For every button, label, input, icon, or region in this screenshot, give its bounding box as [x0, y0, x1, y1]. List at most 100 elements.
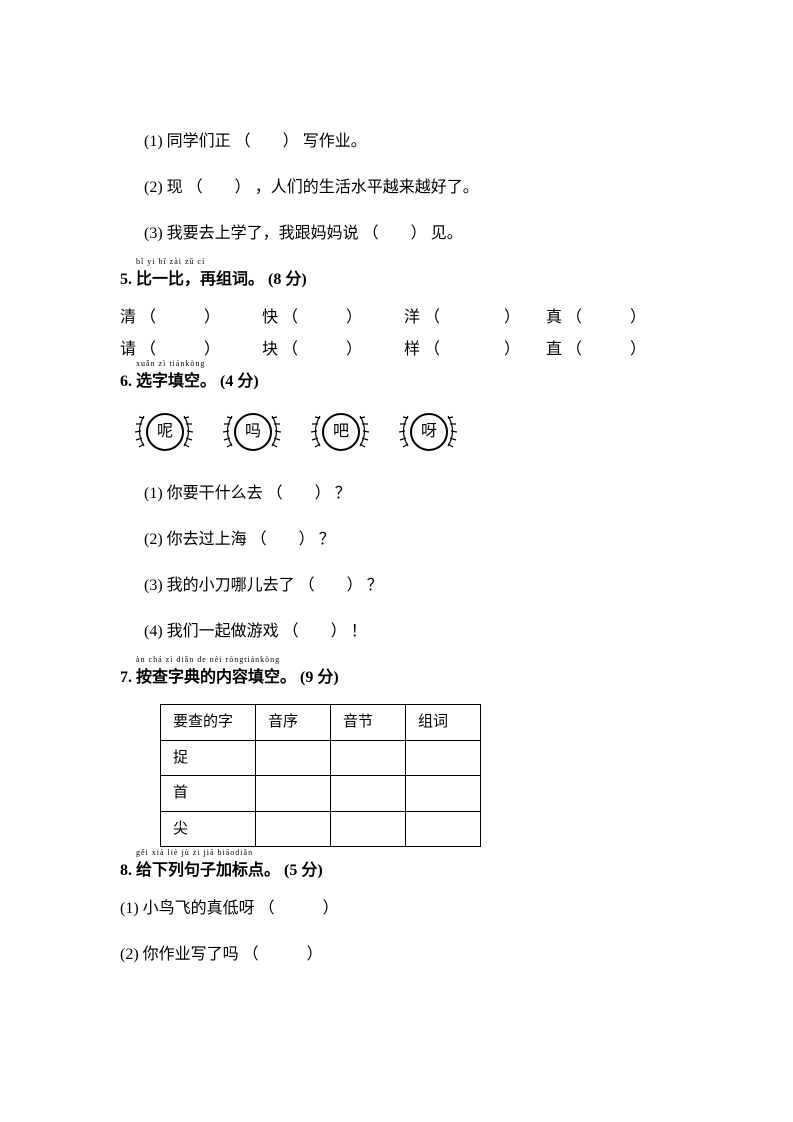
- table-row: 首: [161, 776, 481, 812]
- lookup-char: 捉: [161, 740, 256, 776]
- char: 直: [546, 341, 562, 358]
- question-number: 7.: [120, 669, 132, 686]
- item-num: (3): [144, 577, 163, 594]
- question-number: 6.: [120, 373, 132, 390]
- item-text: 你要干什么去: [167, 485, 263, 502]
- answer-blank[interactable]: （ ）: [424, 341, 520, 358]
- lookup-char: 首: [161, 776, 256, 812]
- answer-cell[interactable]: [406, 776, 481, 812]
- answer-cell[interactable]: [256, 811, 331, 847]
- question-number: 8.: [120, 862, 132, 879]
- compare-cell: 直 （ ）: [546, 338, 688, 362]
- item-num: (2): [144, 531, 163, 548]
- answer-blank[interactable]: （ ）: [259, 900, 339, 917]
- points: (9 分): [300, 669, 339, 686]
- item-text: 我们一起做游戏: [167, 623, 279, 640]
- item-num: (4): [144, 623, 163, 640]
- choice-badge: 呀: [396, 408, 460, 454]
- answer-cell[interactable]: [331, 776, 406, 812]
- choice-char: 呢: [146, 413, 184, 451]
- q8-item: (1) 小鸟飞的真低呀 （ ）: [120, 897, 688, 921]
- points: (8 分): [268, 271, 307, 288]
- answer-blank[interactable]: （ ）: [363, 222, 427, 246]
- q6-item: (3) 我的小刀哪儿去了 （ ） ？: [144, 574, 688, 598]
- answer-blank[interactable]: （ ）: [140, 341, 220, 358]
- compare-cell: 块 （ ）: [262, 338, 404, 362]
- item-num: (1): [120, 900, 139, 917]
- question-number: 5.: [120, 271, 132, 288]
- table-header: 音节: [331, 705, 406, 741]
- char: 真: [546, 309, 562, 326]
- answer-blank[interactable]: （ ）: [235, 130, 299, 154]
- pinyin: xuǎn zì tiánkòng: [136, 358, 205, 370]
- table-header: 要查的字: [161, 705, 256, 741]
- answer-blank[interactable]: （ ）: [187, 176, 251, 200]
- answer-cell[interactable]: [331, 740, 406, 776]
- answer-blank[interactable]: （ ）: [267, 485, 331, 502]
- answer-blank[interactable]: （ ）: [566, 341, 646, 358]
- table-row: 捉: [161, 740, 481, 776]
- item-end: ？: [367, 577, 383, 594]
- answer-blank[interactable]: （ ）: [282, 341, 362, 358]
- table-row: 尖: [161, 811, 481, 847]
- worksheet-page: (1) 同学们正 （ ） 写作业。 (2) 现 （ ） ，人们的生活水平越来越好…: [0, 0, 793, 1049]
- item-text: 你作业写了吗: [143, 946, 239, 963]
- item-end: ？: [319, 531, 335, 548]
- choice-badge: 吗: [220, 408, 284, 454]
- compare-cell: 样 （ ）: [404, 338, 546, 362]
- q4-item: (2) 现 （ ） ，人们的生活水平越来越好了。: [144, 176, 688, 200]
- answer-blank[interactable]: （ ）: [140, 309, 220, 326]
- item-num: (2): [144, 179, 163, 196]
- char: 请: [120, 341, 136, 358]
- answer-blank[interactable]: （ ）: [251, 531, 315, 548]
- choice-char: 吧: [322, 413, 360, 451]
- answer-blank[interactable]: （ ）: [424, 309, 520, 326]
- char: 快: [262, 309, 278, 326]
- choice-char: 呀: [410, 413, 448, 451]
- char: 块: [262, 341, 278, 358]
- points: (4 分): [220, 373, 259, 390]
- item-text: 见。: [431, 225, 463, 242]
- answer-blank[interactable]: （ ）: [243, 946, 323, 963]
- q7-heading: 7. àn chá zì diǎn de nèi róngtiánkòng 按查…: [120, 666, 688, 690]
- table-header: 音序: [256, 705, 331, 741]
- q6-choices: 呢 吗 吧 呀: [132, 408, 688, 454]
- table-row: 要查的字 音序 音节 组词: [161, 705, 481, 741]
- answer-cell[interactable]: [406, 740, 481, 776]
- table-row: 清 （ ） 快 （ ） 洋 （ ） 真 （ ）: [120, 306, 688, 330]
- char: 洋: [404, 309, 420, 326]
- item-num: (2): [120, 946, 139, 963]
- question-title: bǐ yi bǐ zài zǔ cí 比一比，再组词。: [136, 268, 264, 292]
- answer-cell[interactable]: [256, 740, 331, 776]
- item-text: 你去过上海: [167, 531, 247, 548]
- item-num: (3): [144, 225, 163, 242]
- answer-cell[interactable]: [256, 776, 331, 812]
- q6-heading: 6. xuǎn zì tiánkòng 选字填空。 (4 分): [120, 370, 688, 394]
- item-text: 写作业。: [303, 133, 367, 150]
- compare-cell: 快 （ ）: [262, 306, 404, 330]
- question-title: xuǎn zì tiánkòng 选字填空。: [136, 370, 216, 394]
- question-title: àn chá zì diǎn de nèi róngtiánkòng 按查字典的…: [136, 666, 296, 690]
- answer-blank[interactable]: （ ）: [283, 623, 347, 640]
- pinyin: gěi xià liè jù zi jiā biāodiǎn: [136, 847, 253, 859]
- answer-blank[interactable]: （ ）: [282, 309, 362, 326]
- answer-cell[interactable]: [331, 811, 406, 847]
- q6-item: (1) 你要干什么去 （ ） ？: [144, 482, 688, 506]
- item-num: (1): [144, 485, 163, 502]
- table-header: 组词: [406, 705, 481, 741]
- q8-heading: 8. gěi xià liè jù zi jiā biāodiǎn 给下列句子加…: [120, 859, 688, 883]
- item-end: ？: [335, 485, 351, 502]
- choice-badge: 吧: [308, 408, 372, 454]
- compare-cell: 洋 （ ）: [404, 306, 546, 330]
- answer-blank[interactable]: （ ）: [299, 577, 363, 594]
- choice-badge: 呢: [132, 408, 196, 454]
- q5-grid: 清 （ ） 快 （ ） 洋 （ ） 真 （ ） 请 （ ）: [120, 306, 688, 362]
- answer-cell[interactable]: [406, 811, 481, 847]
- char: 清: [120, 309, 136, 326]
- lookup-char: 尖: [161, 811, 256, 847]
- compare-cell: 真 （ ）: [546, 306, 688, 330]
- q6-item: (2) 你去过上海 （ ） ？: [144, 528, 688, 552]
- answer-blank[interactable]: （ ）: [566, 309, 646, 326]
- q4-item: (3) 我要去上学了，我跟妈妈说 （ ） 见。: [144, 222, 688, 246]
- q4-item: (1) 同学们正 （ ） 写作业。: [144, 130, 688, 154]
